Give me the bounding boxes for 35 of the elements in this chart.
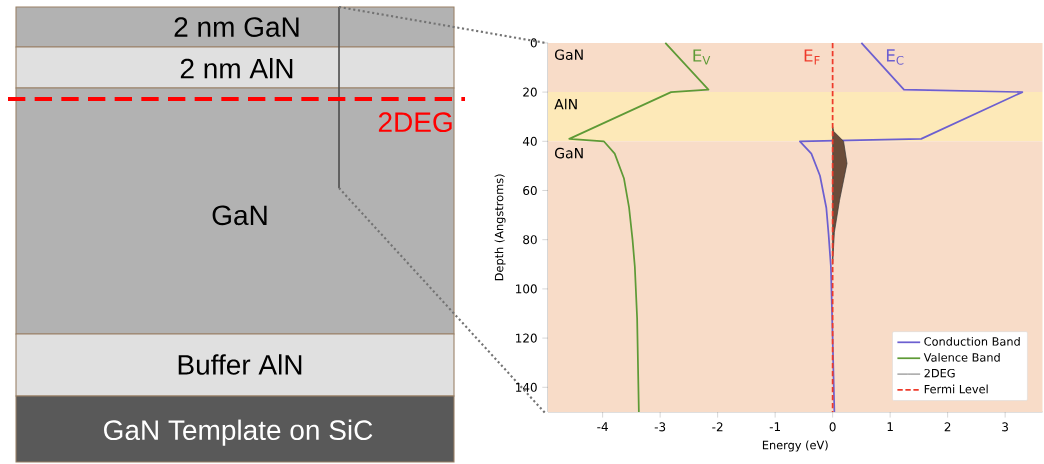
y-tick-label: 80 [523,235,537,245]
y-tick-label: 40 [522,136,537,146]
y-tick-label: 140 [516,382,537,392]
y-tick-label: 20 [523,87,537,97]
legend-label: Conduction Band [924,336,1020,346]
x-tick-label: 2 [944,422,951,432]
text: Buffer AlN [178,354,302,375]
y-tick-label: 100 [516,284,537,294]
x-tick-label: 0 [829,422,836,432]
text: 2 nm GaN [174,17,299,37]
legend-label: Valence Band [923,352,1000,362]
x-tick-label: 1 [887,422,893,432]
x-tick-label: -3 [654,422,666,432]
y-axis-title: Depth (Angstroms) [494,174,506,281]
x-tick-label: -2 [712,422,723,432]
y-tick-label: 60 [523,185,537,196]
annotation: E$_{V}$ [693,49,711,65]
text: GaN Template on SiC [104,419,373,446]
band-label: AlN [554,98,577,110]
x-tick-label: -1 [769,422,781,432]
legend-label: Fermi Level [924,384,988,394]
line-series [798,42,1024,413]
band-label: GaN [555,49,583,60]
x-tick-label: 3 [1002,422,1008,432]
text: 2 nm AlN [180,57,293,79]
x-tick-label: -4 [597,422,608,432]
x-axis-title: Energy (eV) [762,440,828,452]
y-tick-label: 0 [530,38,537,48]
annotation: E$_{C}$ [886,49,904,65]
legend-label: 2DEG [924,368,955,378]
annotation: E$_{F}$ [804,49,820,65]
text: 2DEG [378,112,452,133]
band-label: GaN [555,147,583,159]
text: GaN [212,205,267,226]
y-tick-label: 120 [516,333,537,343]
